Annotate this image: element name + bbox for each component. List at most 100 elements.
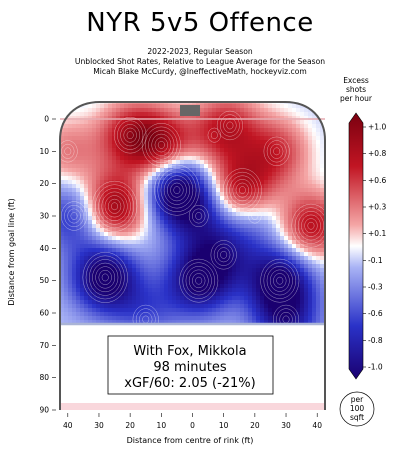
heatmap-cell	[192, 156, 197, 161]
heatmap-cell	[220, 316, 225, 321]
heatmap-cell	[104, 102, 109, 105]
heatmap-cell	[120, 140, 125, 145]
heatmap-cell	[232, 128, 237, 133]
heatmap-cell	[260, 300, 265, 305]
heatmap-cell	[128, 312, 133, 317]
heatmap-cell	[60, 180, 65, 185]
heatmap-cell	[248, 188, 253, 193]
heatmap-cell	[244, 308, 249, 313]
heatmap-cell	[136, 212, 141, 217]
heatmap-cell	[264, 268, 269, 273]
heatmap-cell	[92, 240, 97, 245]
heatmap-cell	[276, 180, 281, 185]
heatmap-cell	[124, 264, 129, 269]
heatmap-cell	[196, 296, 201, 301]
heatmap-cell	[112, 164, 117, 169]
heatmap-cell	[268, 132, 273, 137]
heatmap-cell	[204, 136, 209, 141]
heatmap-cell	[76, 296, 81, 301]
heatmap-cell	[248, 208, 253, 213]
heatmap-cell	[216, 212, 221, 217]
heatmap-cell	[140, 320, 145, 325]
heatmap-cell	[128, 160, 133, 165]
heatmap-cell	[240, 204, 245, 209]
heatmap-cell	[96, 164, 101, 169]
heatmap-cell	[228, 248, 233, 253]
heatmap-cell	[264, 140, 269, 145]
heatmap-cell	[316, 296, 321, 301]
heatmap-cell	[96, 252, 101, 257]
heatmap-cell	[132, 244, 137, 249]
heatmap-cell	[108, 104, 113, 109]
contour-line	[141, 123, 181, 167]
heatmap-cell	[300, 132, 305, 137]
heatmap-cell	[84, 300, 89, 305]
heatmap-cell	[304, 176, 309, 181]
heatmap-cell	[244, 156, 249, 161]
heatmap-cell	[296, 216, 301, 221]
heatmap-cell	[260, 316, 265, 321]
heatmap-cell	[232, 136, 237, 141]
heatmap-cell	[96, 304, 101, 309]
heatmap-cell	[300, 308, 305, 313]
heatmap-cell	[260, 220, 265, 225]
heatmap-cell	[112, 156, 117, 161]
heatmap-cell	[268, 216, 273, 221]
heatmap-cell	[168, 144, 173, 149]
heatmap-cell	[208, 312, 213, 317]
heatmap-cell	[256, 144, 261, 149]
heatmap-cell	[216, 284, 221, 289]
heatmap-cell	[188, 264, 193, 269]
heatmap-cell	[208, 204, 213, 209]
heatmap-cell	[72, 140, 77, 145]
heatmap-cell	[160, 284, 165, 289]
heatmap-cell	[160, 102, 165, 105]
heatmap-cell	[164, 220, 169, 225]
heatmap-cell	[196, 184, 201, 189]
heatmap-cell	[260, 128, 265, 133]
heatmap-cell	[288, 152, 293, 157]
heatmap-cell	[124, 102, 129, 105]
heatmap-cell	[168, 228, 173, 233]
heatmap-cell	[156, 200, 161, 205]
heatmap-cell	[224, 320, 229, 325]
heatmap-cell	[240, 276, 245, 281]
heatmap-cell	[304, 196, 309, 201]
heatmap-cell	[124, 228, 129, 233]
heatmap-cell	[212, 288, 217, 293]
heatmap-cell	[300, 304, 305, 309]
heatmap-cell	[176, 260, 181, 265]
heatmap-cell	[140, 280, 145, 285]
heatmap-cell	[220, 112, 225, 117]
heatmap-cell	[68, 188, 73, 193]
heatmap-cell	[292, 300, 297, 305]
heatmap-cell	[124, 240, 129, 245]
heatmap-cell	[136, 272, 141, 277]
heatmap-cell	[68, 164, 73, 169]
heatmap-cell	[296, 240, 301, 245]
heatmap-cell	[204, 184, 209, 189]
heatmap-cell	[256, 112, 261, 117]
heatmap-cell	[84, 232, 89, 237]
heatmap-cell	[92, 260, 97, 265]
heatmap-cell	[296, 188, 301, 193]
heatmap-cell	[228, 136, 233, 141]
heatmap-cell	[156, 196, 161, 201]
heatmap-cell	[308, 160, 313, 165]
heatmap-cell	[296, 172, 301, 177]
heatmap-cell	[68, 268, 73, 273]
heatmap-cell	[60, 132, 65, 137]
heatmap-cell	[256, 224, 261, 229]
heatmap-cell	[256, 280, 261, 285]
heatmap-cell	[152, 276, 157, 281]
heatmap-cell	[256, 124, 261, 129]
heatmap-cell	[72, 208, 77, 213]
heatmap-cell	[200, 168, 205, 173]
heatmap-cell	[252, 252, 257, 257]
heatmap-cell	[96, 272, 101, 277]
heatmap-cell	[288, 140, 293, 145]
heatmap-cell	[308, 112, 313, 117]
heatmap-cell	[96, 112, 101, 117]
heatmap-cell	[276, 168, 281, 173]
heatmap-cell	[180, 168, 185, 173]
